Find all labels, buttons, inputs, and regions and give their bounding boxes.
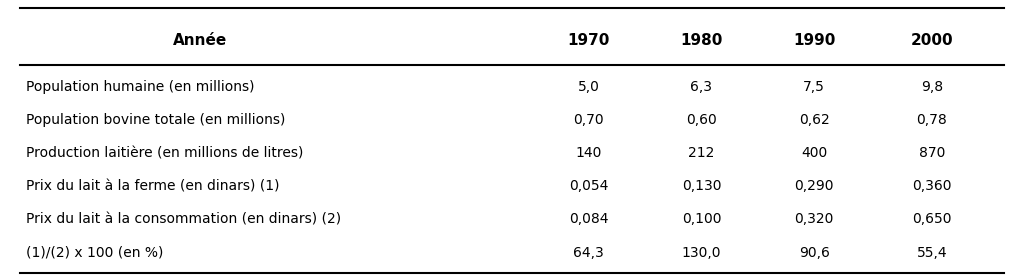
Text: 400: 400 <box>801 146 827 160</box>
Text: Population bovine totale (en millions): Population bovine totale (en millions) <box>26 113 285 127</box>
Text: Prix du lait à la consommation (en dinars) (2): Prix du lait à la consommation (en dinar… <box>26 213 341 226</box>
Text: 0,320: 0,320 <box>795 213 834 226</box>
Text: Année: Année <box>173 33 226 47</box>
Text: 90,6: 90,6 <box>799 246 829 259</box>
Text: 870: 870 <box>919 146 945 160</box>
Text: 0,70: 0,70 <box>573 113 604 127</box>
Text: 1990: 1990 <box>793 33 836 47</box>
Text: 0,60: 0,60 <box>686 113 717 127</box>
Text: 2000: 2000 <box>910 33 953 47</box>
Text: 1980: 1980 <box>680 33 723 47</box>
Text: 0,130: 0,130 <box>682 179 721 193</box>
Text: 0,650: 0,650 <box>912 213 951 226</box>
Text: 64,3: 64,3 <box>573 246 604 259</box>
Text: Population humaine (en millions): Population humaine (en millions) <box>26 80 254 94</box>
Text: 0,100: 0,100 <box>682 213 721 226</box>
Text: 1970: 1970 <box>567 33 610 47</box>
Text: 6,3: 6,3 <box>690 80 713 94</box>
Text: 9,8: 9,8 <box>921 80 943 94</box>
Text: 140: 140 <box>575 146 602 160</box>
Text: Prix du lait à la ferme (en dinars) (1): Prix du lait à la ferme (en dinars) (1) <box>26 179 280 193</box>
Text: 212: 212 <box>688 146 715 160</box>
Text: 0,360: 0,360 <box>912 179 951 193</box>
Text: 0,62: 0,62 <box>799 113 829 127</box>
Text: 0,084: 0,084 <box>569 213 608 226</box>
Text: 5,0: 5,0 <box>578 80 600 94</box>
Text: 0,290: 0,290 <box>795 179 834 193</box>
Text: Production laitière (en millions de litres): Production laitière (en millions de litr… <box>26 146 303 160</box>
Text: 0,054: 0,054 <box>569 179 608 193</box>
Text: 130,0: 130,0 <box>682 246 721 259</box>
Text: 7,5: 7,5 <box>803 80 825 94</box>
Text: (1)/(2) x 100 (en %): (1)/(2) x 100 (en %) <box>26 246 163 259</box>
Text: 0,78: 0,78 <box>916 113 947 127</box>
Text: 55,4: 55,4 <box>916 246 947 259</box>
